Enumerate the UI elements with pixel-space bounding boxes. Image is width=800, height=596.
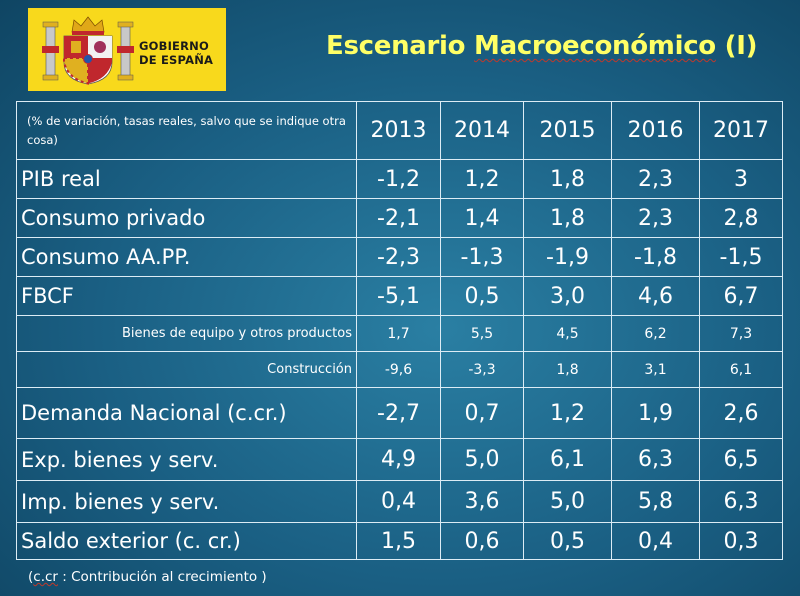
year-header: 2015	[523, 101, 612, 160]
cell-value: 0,5	[523, 522, 612, 560]
cell-value: -2,3	[356, 237, 441, 277]
cell-value: 6,5	[699, 438, 783, 481]
cell-value: 1,2	[440, 159, 524, 199]
page-title: Escenario Macroeconómico (I)	[326, 31, 757, 71]
row-label: Consumo privado	[16, 198, 357, 238]
row-label: PIB real	[16, 159, 357, 199]
cell-value: 2,3	[611, 198, 700, 238]
table-row: FBCF -5,1 0,5 3,0 4,6 6,7	[16, 276, 783, 316]
cell-value: -9,6	[356, 351, 441, 388]
footnote-text: : Contribución al crecimiento )	[57, 569, 267, 585]
row-label: Saldo exterior (c. cr.)	[16, 522, 357, 560]
year-header: 2013	[356, 101, 441, 160]
cell-value: 3	[699, 159, 783, 199]
row-label: Exp. bienes y serv.	[16, 438, 357, 481]
footnote: (c.cr : Contribución al crecimiento )	[28, 569, 267, 585]
cell-value: 1,8	[523, 198, 612, 238]
cell-value: 3,0	[523, 276, 612, 316]
cell-value: 0,4	[356, 480, 441, 523]
cell-value: -5,1	[356, 276, 441, 316]
table-row: Imp. bienes y serv. 0,4 3,6 5,0 5,8 6,3	[16, 480, 783, 523]
row-label: Bienes de equipo y otros productos	[16, 315, 357, 352]
cell-value: 4,6	[611, 276, 700, 316]
cell-value: -1,3	[440, 237, 524, 277]
cell-value: 5,8	[611, 480, 700, 523]
cell-value: 1,7	[356, 315, 441, 352]
cell-value: 2,3	[611, 159, 700, 199]
table-row: Demanda Nacional (c.cr.) -2,7 0,7 1,2 1,…	[16, 387, 783, 439]
cell-value: -1,8	[611, 237, 700, 277]
cell-value: 2,6	[699, 387, 783, 439]
year-header: 2014	[440, 101, 524, 160]
table-row: PIB real -1,2 1,2 1,8 2,3 3	[16, 159, 783, 199]
cell-value: 0,7	[440, 387, 524, 439]
table-row: Exp. bienes y serv. 4,9 5,0 6,1 6,3 6,5	[16, 438, 783, 481]
cell-value: 1,8	[523, 351, 612, 388]
row-label: Demanda Nacional (c.cr.)	[16, 387, 357, 439]
year-header: 2016	[611, 101, 700, 160]
row-label: FBCF	[16, 276, 357, 316]
table-row: Construcción -9,6 -3,3 1,8 3,1 6,1	[16, 351, 783, 388]
footnote-open: (	[28, 569, 34, 585]
logo-line-2: DE ESPAÑA	[139, 53, 214, 67]
cell-value: 4,9	[356, 438, 441, 481]
table-row: Consumo AA.PP. -2,3 -1,3 -1,9 -1,8 -1,5	[16, 237, 783, 277]
coat-of-arms-icon	[42, 16, 134, 85]
title-main: Macroeconómico	[474, 31, 716, 61]
cell-value: 1,4	[440, 198, 524, 238]
cell-value: 3,1	[611, 351, 700, 388]
cell-value: -1,9	[523, 237, 612, 277]
logo-line-1: GOBIERNO	[139, 39, 209, 53]
cell-value: -3,3	[440, 351, 524, 388]
title-suffix: (I)	[715, 31, 758, 61]
cell-value: 0,4	[611, 522, 700, 560]
cell-value: 6,3	[699, 480, 783, 523]
cell-value: 5,0	[523, 480, 612, 523]
header-row: (% de variación, tasas reales, salvo que…	[16, 101, 783, 160]
cell-value: 2,8	[699, 198, 783, 238]
cell-value: 0,6	[440, 522, 524, 560]
table-row: Saldo exterior (c. cr.) 1,5 0,6 0,5 0,4 …	[16, 522, 783, 560]
row-label: Imp. bienes y serv.	[16, 480, 357, 523]
cell-value: 0,3	[699, 522, 783, 560]
row-label: Consumo AA.PP.	[16, 237, 357, 277]
cell-value: 1,2	[523, 387, 612, 439]
table-row: Bienes de equipo y otros productos 1,7 5…	[16, 315, 783, 352]
cell-value: 5,0	[440, 438, 524, 481]
cell-value: 5,5	[440, 315, 524, 352]
cell-value: -1,5	[699, 237, 783, 277]
cell-value: -2,1	[356, 198, 441, 238]
cell-value: 3,6	[440, 480, 524, 523]
cell-value: 7,3	[699, 315, 783, 352]
cell-value: 0,5	[440, 276, 524, 316]
table-row: Consumo privado -2,1 1,4 1,8 2,3 2,8	[16, 198, 783, 238]
cell-value: 1,8	[523, 159, 612, 199]
year-header: 2017	[699, 101, 783, 160]
logo-text: GOBIERNO DE ESPAÑA	[139, 39, 213, 67]
cell-value: 6,1	[523, 438, 612, 481]
cell-value: -2,7	[356, 387, 441, 439]
cell-value: 6,1	[699, 351, 783, 388]
cell-value: 6,2	[611, 315, 700, 352]
row-label: Construcción	[16, 351, 357, 388]
footnote-abbr: c.cr	[33, 569, 58, 585]
government-logo: GOBIERNO DE ESPAÑA	[28, 8, 226, 91]
table-note: (% de variación, tasas reales, salvo que…	[16, 101, 357, 160]
macro-table: (% de variación, tasas reales, salvo que…	[16, 101, 783, 560]
cell-value: 6,7	[699, 276, 783, 316]
cell-value: 6,3	[611, 438, 700, 481]
cell-value: -1,2	[356, 159, 441, 199]
cell-value: 4,5	[523, 315, 612, 352]
cell-value: 1,5	[356, 522, 441, 560]
title-prefix: Escenario	[326, 31, 474, 61]
cell-value: 1,9	[611, 387, 700, 439]
